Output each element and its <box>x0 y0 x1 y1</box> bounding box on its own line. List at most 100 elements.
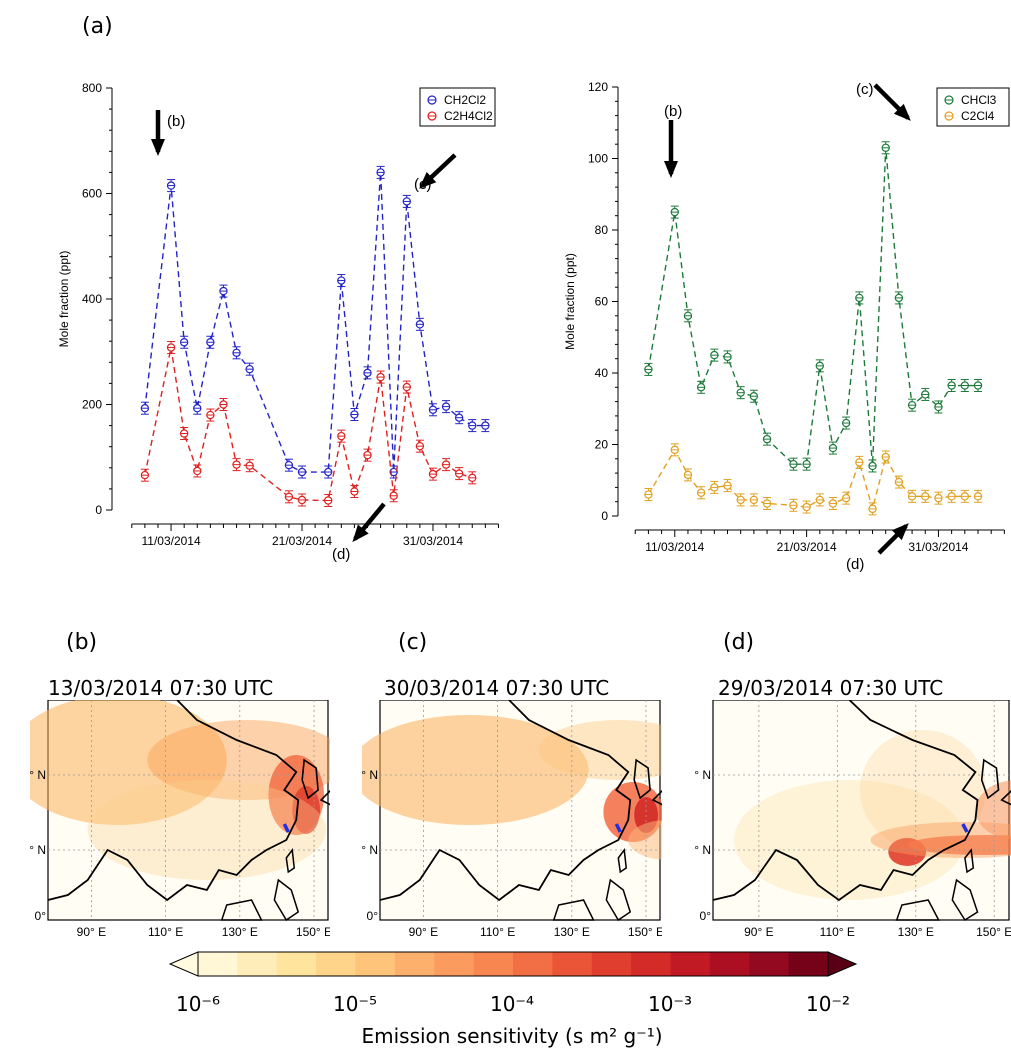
x-tick-label: 31/03/2014 <box>908 540 968 554</box>
colorbar-tick-4: 10⁻² <box>805 992 851 1016</box>
x-tick-label: 21/03/2014 <box>777 540 837 554</box>
colorbar-cell <box>552 952 593 976</box>
lat-label: 0° <box>35 909 47 923</box>
y-tick-label: 600 <box>82 187 102 201</box>
legend-label: C2H4Cl2 <box>444 109 493 123</box>
series-line-CH2Cl2 <box>144 172 486 473</box>
legend-label: CHCl3 <box>961 93 997 107</box>
panel-d-label: (d) <box>723 630 755 655</box>
borneo-outline <box>552 899 595 921</box>
korea-outline <box>633 758 651 800</box>
emission-plume <box>859 730 986 850</box>
colorbar-max-arrow <box>827 951 858 977</box>
chart-left: 0 200 400 600 800 11/03/2014 21/03/2014 31/03/2… <box>57 81 499 563</box>
colorbar-cell <box>749 952 790 976</box>
lat-label: 20° N <box>30 843 46 857</box>
y-tick-label: 0 <box>95 503 102 517</box>
colorbar-cell <box>394 952 435 976</box>
annotation-arrowhead <box>891 523 909 541</box>
series-line-CHCl3 <box>647 147 978 467</box>
panel-a-label: (a) <box>82 14 113 39</box>
lon-label: 130° E <box>222 925 258 939</box>
annotation-arrowhead <box>352 524 369 543</box>
y-tick-label: 800 <box>82 81 102 95</box>
y-tick-label: 40 <box>595 366 609 380</box>
map-d: 40° N 20° N 0° 90° E 110° E 130° E 150° E <box>695 700 1011 939</box>
annotation-label: (d) <box>846 556 864 573</box>
colorbar-cell <box>788 952 829 976</box>
philippines-outline <box>605 878 632 922</box>
y-tick-label: 400 <box>82 292 102 306</box>
colorbar-cell <box>473 952 514 976</box>
colorbar-tick-3: 10⁻³ <box>647 992 693 1016</box>
annotation-label: (c) <box>856 81 874 98</box>
lon-label: 110° E <box>820 925 855 939</box>
korea-outline <box>980 758 1000 800</box>
map-frame <box>712 700 1010 921</box>
colorbar-title: Emission sensitivity (s m² g⁻¹) <box>361 1024 663 1048</box>
lon-label: 110° E <box>148 925 183 939</box>
borneo-outline <box>895 899 940 921</box>
emission-plume <box>975 780 1011 840</box>
legend-label: C2Cl4 <box>961 109 995 123</box>
annotation-label: (b) <box>664 103 682 120</box>
taiwan-outline <box>617 848 628 874</box>
panel-c-label: (c) <box>398 630 428 655</box>
philippines-outline <box>273 878 300 922</box>
x-tick-label: 11/03/2014 <box>645 540 704 554</box>
x-tick-label: 31/03/2014 <box>403 534 463 548</box>
y-tick-label: 120 <box>588 80 608 94</box>
coastline <box>712 700 979 902</box>
lat-label: 0° <box>367 909 379 923</box>
annotation-arrowhead <box>664 161 678 178</box>
chart-right: 0 20 40 60 80 100 120 11/03/2014 21/03/2014 31/03… <box>563 80 1010 573</box>
colorbar-cell <box>237 952 278 976</box>
y-axis-label: Mole fraction (ppt) <box>563 253 577 350</box>
panel-b-label: (b) <box>66 630 98 655</box>
coastline <box>47 700 300 902</box>
emission-plume <box>870 822 1011 858</box>
colorbar-cell <box>709 952 750 976</box>
y-tick-label: 60 <box>595 295 609 309</box>
y-tick-label: 100 <box>588 152 608 166</box>
lon-label: 90° E <box>77 925 106 939</box>
x-tick-label: 21/03/2014 <box>272 534 332 548</box>
colorbar-cell <box>434 952 475 976</box>
colorbar-cell <box>631 952 671 976</box>
lat-label: 40° N <box>362 768 378 782</box>
emission-plume <box>30 700 227 825</box>
emission-plume <box>87 780 327 880</box>
emission-plume <box>292 786 321 834</box>
lon-label: 150° E <box>296 925 330 939</box>
map-b: 40° N 20° N 0° 90° E 110° E 130° E 150° E <box>30 700 330 939</box>
station-marker <box>282 823 290 833</box>
plume-layer <box>30 700 330 880</box>
korea-outline <box>301 758 319 800</box>
annotation-label: (d) <box>332 546 350 563</box>
lon-label: 130° E <box>554 925 590 939</box>
colorbar-cell <box>316 952 356 976</box>
colorbar-cell <box>670 952 711 976</box>
lon-label: 110° E <box>480 925 515 939</box>
lat-label: 0° <box>700 909 712 923</box>
map-title-b: 13/03/2014 07:30 UTC <box>48 676 274 700</box>
colorbar-cell <box>591 952 632 976</box>
lat-label: 20° N <box>362 843 378 857</box>
map-title-c: 30/03/2014 07:30 UTC <box>384 676 610 700</box>
colorbar-cell <box>355 952 396 976</box>
y-tick-label: 80 <box>595 223 609 237</box>
map-c: 40° N 20° N 0° 90° E 110° E 130° E 150° E <box>362 700 662 939</box>
emission-plume <box>538 720 662 780</box>
lon-label: 130° E <box>898 925 934 939</box>
lat-label: 20° N <box>695 843 711 857</box>
colorbar-tick-0: 10⁻⁶ <box>175 992 221 1016</box>
station-marker <box>614 823 622 833</box>
philippines-outline <box>951 878 979 922</box>
y-tick-label: 200 <box>82 398 102 412</box>
lat-label: 40° N <box>695 768 711 782</box>
colorbar-frame <box>197 951 829 977</box>
annotation-label: (b) <box>167 113 185 130</box>
lon-label: 90° E <box>409 925 438 939</box>
colorbar-cell <box>198 952 238 976</box>
lon-label: 150° E <box>976 925 1011 939</box>
